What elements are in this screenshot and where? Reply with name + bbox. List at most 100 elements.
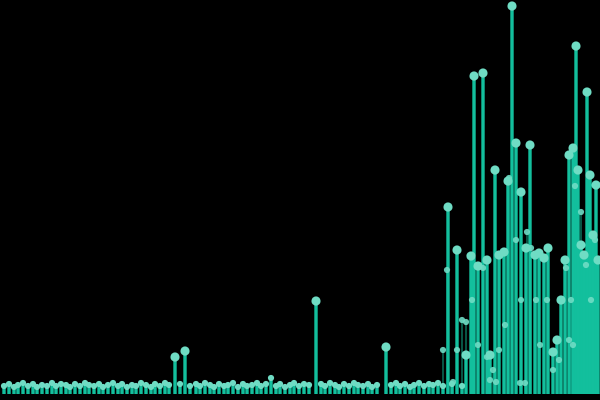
stem-marker-secondary — [483, 353, 491, 361]
stem-marker — [24, 382, 32, 390]
stem-marker-secondary — [453, 346, 461, 354]
stem-marker — [109, 379, 117, 387]
stem-marker-secondary — [582, 261, 590, 269]
stem-marker-secondary — [516, 379, 524, 387]
stem-marker — [326, 379, 334, 387]
stem-marker — [52, 382, 60, 390]
stem-marker-secondary — [439, 346, 447, 354]
stem-marker-secondary — [479, 264, 487, 272]
stem-marker — [345, 382, 353, 390]
stem-marker — [552, 335, 562, 345]
stem-marker — [311, 296, 321, 306]
stem-marker — [300, 380, 308, 388]
stem-marker — [511, 138, 521, 148]
stem-marker — [525, 140, 535, 150]
stem-marker — [90, 382, 98, 390]
stem-marker — [210, 383, 218, 391]
stem-marker — [478, 68, 488, 78]
stem-marker-secondary — [591, 236, 599, 244]
stem-marker — [458, 382, 466, 390]
stem-marker — [420, 382, 428, 390]
stem-marker-secondary — [543, 296, 551, 304]
stem-marker — [243, 382, 251, 390]
stem-marker — [516, 187, 526, 197]
stem-marker — [201, 379, 209, 387]
stem-marker — [469, 71, 479, 81]
stem-marker-secondary — [549, 366, 557, 374]
stem-marker — [165, 381, 173, 389]
stem-marker — [257, 382, 265, 390]
stem-marker — [564, 150, 574, 160]
stem-marker — [76, 382, 84, 390]
stem-marker — [118, 380, 126, 388]
stem-marker — [591, 180, 600, 190]
stem-marker — [560, 255, 570, 265]
stem-marker — [401, 380, 409, 388]
stem-marker — [215, 380, 223, 388]
stem-marker — [593, 255, 600, 265]
stem-marker-secondary — [449, 378, 457, 386]
stem-marker-secondary — [495, 346, 503, 354]
stem-marker — [33, 383, 41, 391]
stem-marker — [234, 383, 242, 391]
stem-marker — [262, 380, 270, 388]
stem-marker — [123, 383, 131, 391]
stem-marker — [57, 380, 65, 388]
stem-marker — [373, 381, 381, 389]
stem-marker — [335, 383, 343, 391]
stem-marker — [490, 165, 500, 175]
stem-marker — [461, 350, 471, 360]
stem-marker — [142, 381, 150, 389]
stem-marker — [381, 342, 391, 352]
stem-marker-secondary — [492, 378, 500, 386]
stem-marker — [439, 382, 447, 390]
stem-marker-secondary — [569, 341, 577, 349]
stem-marker-secondary — [489, 366, 497, 374]
stem-lines-group — [2, 6, 600, 394]
stem-marker — [452, 245, 462, 255]
stem-marker — [38, 381, 46, 389]
stem-marker-secondary — [505, 174, 513, 182]
stem-marker-secondary — [517, 296, 525, 304]
stem-marker — [85, 381, 93, 389]
stem-marker — [104, 381, 112, 389]
stem-marker — [180, 346, 190, 356]
stem-marker — [186, 382, 194, 390]
stem-markers-group — [0, 1, 600, 391]
stem-marker — [568, 143, 578, 153]
stem-marker — [43, 382, 51, 390]
stem-marker — [281, 383, 289, 391]
stem-marker — [579, 250, 589, 260]
stem-marker — [396, 382, 404, 390]
stem-marker-secondary — [486, 376, 494, 384]
stem-marker — [66, 383, 74, 391]
stem-marker — [556, 295, 566, 305]
stem-marker — [137, 379, 145, 387]
stem-marker — [521, 243, 531, 253]
stem-marker — [196, 382, 204, 390]
stem-marker — [539, 253, 549, 263]
stem-marker-secondary — [532, 296, 540, 304]
stem-marker — [368, 383, 376, 391]
stem-marker-secondary — [468, 296, 476, 304]
stem-marker-secondary — [577, 208, 585, 216]
stem-marker — [248, 381, 256, 389]
stem-marker — [573, 165, 583, 175]
stem-marker — [359, 382, 367, 390]
stem-marker — [71, 380, 79, 388]
stem-marker — [443, 202, 453, 212]
stem-marker — [151, 380, 159, 388]
stem-marker — [415, 379, 423, 387]
stem-marker — [466, 251, 476, 261]
stem-marker — [434, 379, 442, 387]
stem-marker-secondary — [536, 341, 544, 349]
stem-marker — [229, 379, 237, 387]
stem-marker-secondary — [521, 379, 529, 387]
stem-marker — [276, 380, 284, 388]
stem-marker — [571, 41, 581, 51]
stem-marker-secondary — [555, 356, 563, 364]
stem-marker — [14, 381, 22, 389]
